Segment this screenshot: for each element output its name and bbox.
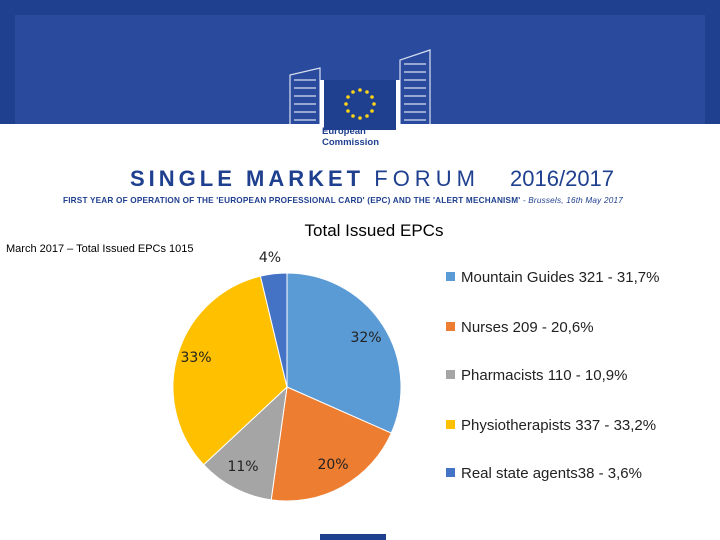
forum-year: 2016/2017: [510, 166, 615, 191]
pie-slice: [286, 272, 402, 434]
legend-label: Physiotherapists 337 - 33,2%: [461, 417, 657, 434]
pie-slice: [172, 275, 288, 466]
subtitle-tail: - Brussels, 16th May 2017: [520, 196, 623, 205]
legend-label: Mountain Guides 321 - 31,7%: [461, 269, 660, 286]
forum-title-bold: SINGLE MARKET: [130, 166, 365, 191]
pie-data-label: 32%: [350, 330, 381, 346]
legend-label: Real state agents38 - 3,6%: [461, 465, 642, 482]
logo-line-2: Commission: [322, 137, 380, 148]
forum-title: SINGLE MARKET FORUM 2016/2017: [130, 166, 614, 192]
chart-title: Total Issued EPCs: [0, 221, 720, 241]
forum-title-light: FORUM: [374, 166, 480, 191]
eu-commission-logo: [289, 49, 431, 144]
pie-slice: [259, 272, 288, 388]
pie-data-label: 11%: [227, 459, 258, 475]
pie-slice: [202, 385, 288, 501]
forum-subtitle: FIRST YEAR OF OPERATION OF THE 'EUROPEAN…: [63, 196, 623, 205]
chart-title-text: Total Issued EPCs: [304, 221, 444, 240]
pie-data-label: 4%: [259, 250, 281, 266]
legend-label: Pharmacists 110 - 10,9%: [461, 367, 628, 384]
footer-bar: [320, 534, 386, 540]
legend-swatch: [446, 468, 455, 477]
commission-wordmark: European Commission: [322, 126, 379, 148]
pie-data-label: 33%: [180, 350, 211, 366]
total-issued-note: March 2017 – Total Issued EPCs 1015: [6, 243, 194, 255]
legend-swatch: [446, 420, 455, 429]
legend-swatch: [446, 370, 455, 379]
subtitle-main: FIRST YEAR OF OPERATION OF THE 'EUROPEAN…: [63, 196, 521, 205]
pie-data-label: 20%: [317, 457, 348, 473]
eu-stars-icon: [344, 88, 376, 120]
header-banner: [0, 0, 720, 124]
pie-slice: [270, 386, 392, 502]
logo-line-1: European: [322, 126, 366, 137]
legend-swatch: [446, 322, 455, 331]
legend-swatch: [446, 272, 455, 281]
legend-label: Nurses 209 - 20,6%: [461, 319, 594, 336]
